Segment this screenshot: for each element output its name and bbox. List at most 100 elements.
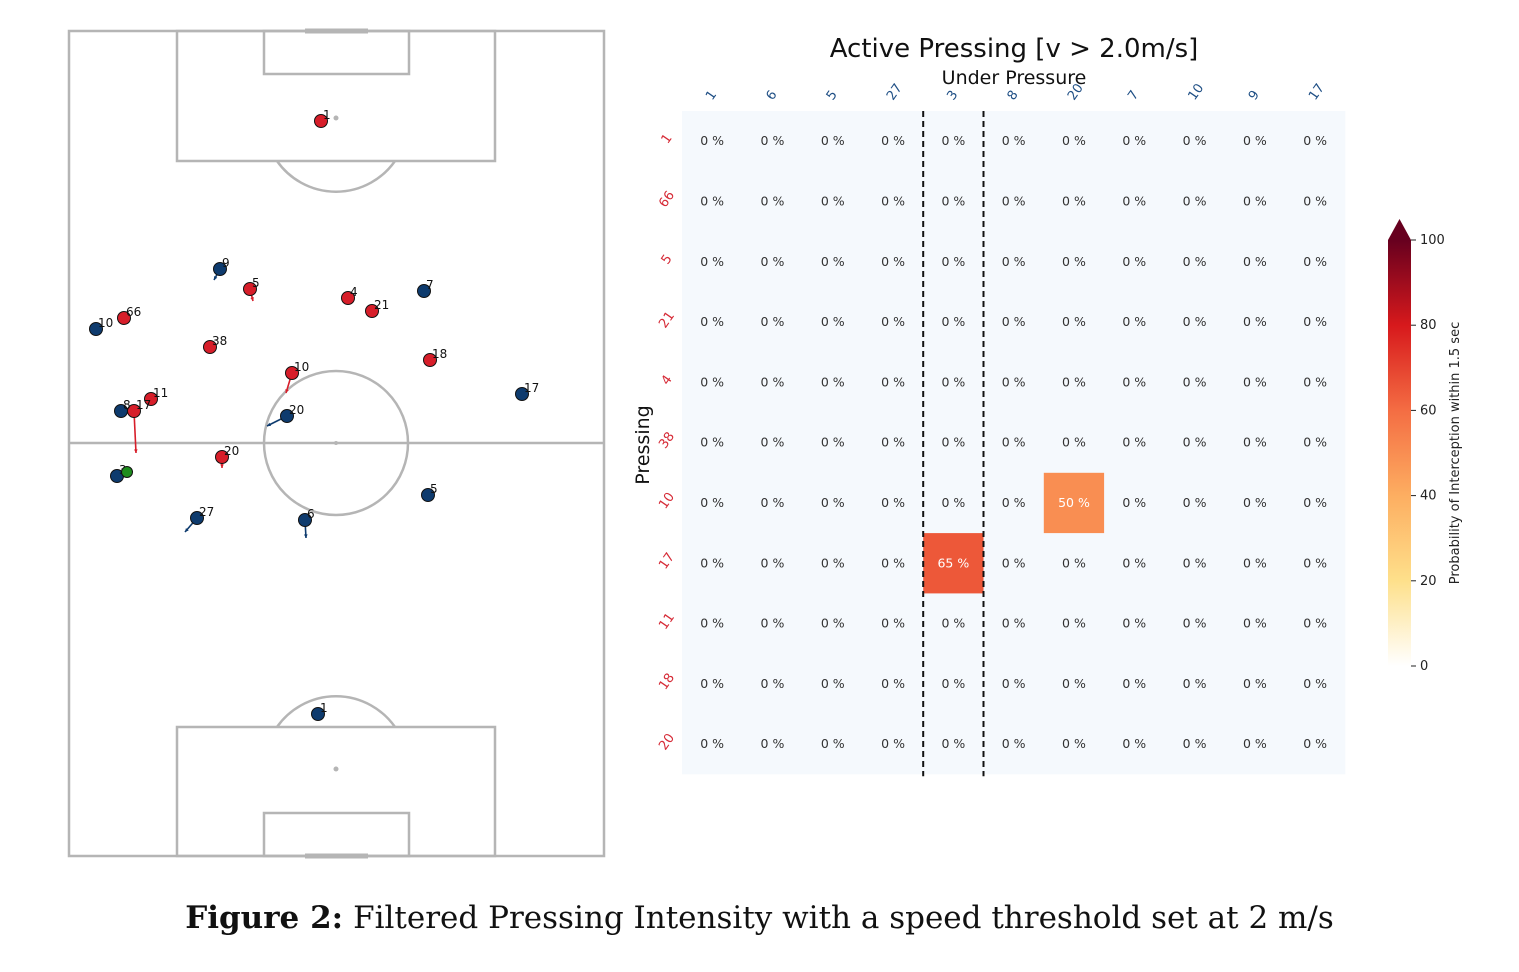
centre-spot (334, 441, 338, 445)
pressing-heatmap: Active Pressing [v > 2.0m/s] Under Press… (632, 34, 1463, 777)
cell-value-label: 0 % (941, 193, 965, 208)
player-number: 21 (374, 298, 389, 312)
x-tick-label: 10 (1186, 81, 1208, 103)
cell-value-label: 0 % (881, 374, 905, 389)
player-home-17: 17 (127, 398, 151, 454)
cell-value-label: 0 % (1062, 736, 1086, 751)
cell-value-label: 0 % (700, 374, 724, 389)
player-number: 7 (426, 278, 434, 292)
cell-value-label: 0 % (1243, 254, 1267, 269)
velocity-arrowhead (220, 464, 224, 468)
player-away-1: 1 (311, 701, 328, 721)
cell-value-label: 0 % (1303, 616, 1327, 631)
cell-value-label: 0 % (1122, 254, 1146, 269)
cell-value-label: 0 % (1122, 495, 1146, 510)
cell-value-label: 0 % (1002, 676, 1026, 691)
player-away-20: 20 (266, 403, 304, 427)
cell-value-label: 0 % (881, 314, 905, 329)
x-tick-label: 1 (703, 88, 720, 103)
cell-value-label: 0 % (941, 616, 965, 631)
player-marker (515, 387, 529, 401)
colorbar-tick-label: 20 (1420, 574, 1437, 589)
cell-value-label: 0 % (700, 435, 724, 450)
cell-value-label: 0 % (821, 555, 845, 570)
player-number: 17 (524, 381, 539, 395)
figure-caption-label: Figure 2: (185, 900, 344, 936)
cell-value-label: 0 % (821, 616, 845, 631)
cell-value-label: 0 % (881, 435, 905, 450)
cell-value-label: 0 % (1002, 736, 1026, 751)
player-marker (365, 304, 379, 318)
cell-value-label: 0 % (1062, 676, 1086, 691)
player-number: 5 (430, 482, 438, 496)
cell-value-label: 0 % (881, 254, 905, 269)
player-marker (144, 392, 158, 406)
player-marker (311, 707, 325, 721)
y-tick-label: 11 (656, 610, 678, 632)
player-marker (298, 513, 312, 527)
cell-value-label: 0 % (700, 254, 724, 269)
player-home-38: 38 (203, 334, 227, 354)
football-pitch: 1542166381810111720971017820352761 (67, 28, 606, 859)
player-marker (417, 284, 431, 298)
colorbar-gradient (1388, 240, 1411, 666)
y-tick-label: 20 (656, 731, 678, 753)
player-marker (243, 282, 257, 296)
player-number: 10 (98, 316, 113, 330)
cell-value-label: 0 % (881, 736, 905, 751)
player-number: 38 (212, 334, 227, 348)
player-home-20: 20 (215, 444, 239, 468)
colorbar-tick-label: 0 (1420, 659, 1428, 674)
cell-value-label: 0 % (1243, 736, 1267, 751)
cell-value-label: 0 % (1062, 374, 1086, 389)
cell-value-label: 0 % (1303, 736, 1327, 751)
y-tick-label: 10 (656, 490, 678, 512)
cell-value-label: 0 % (761, 435, 785, 450)
cell-value-label: 0 % (1183, 374, 1207, 389)
cell-value-label: 0 % (1122, 676, 1146, 691)
cell-value-label: 0 % (1303, 254, 1327, 269)
cell-value-label: 0 % (1002, 193, 1026, 208)
cell-value-label: 0 % (1243, 676, 1267, 691)
x-tick-label: 5 (824, 88, 841, 103)
cell-value-label: 0 % (941, 736, 965, 751)
player-marker (114, 404, 128, 418)
cell-value-label: 0 % (1062, 435, 1086, 450)
cell-value-label: 0 % (1243, 133, 1267, 148)
cell-value-label: 0 % (1183, 676, 1207, 691)
x-tick-label: 27 (884, 81, 906, 103)
cell-value-label: 0 % (1243, 616, 1267, 631)
player-marker (314, 114, 328, 128)
figure-caption-text: Filtered Pressing Intensity with a speed… (353, 900, 1334, 936)
cell-value-label: 0 % (821, 254, 845, 269)
player-number: 4 (350, 285, 358, 299)
heatmap-background (682, 111, 1346, 775)
cell-value-label: 0 % (881, 133, 905, 148)
figure-caption: Figure 2: Filtered Pressing Intensity wit… (0, 900, 1519, 936)
x-tick-label: 3 (944, 88, 961, 103)
cell-value-label: 0 % (1303, 435, 1327, 450)
cell-value-label: 0 % (1243, 555, 1267, 570)
cell-value-label: 0 % (1303, 676, 1327, 691)
player-number: 10 (294, 360, 309, 374)
cell-value-label: 0 % (881, 616, 905, 631)
player-number: 5 (252, 276, 260, 290)
cell-value-label: 0 % (761, 133, 785, 148)
cell-value-label: 0 % (1243, 314, 1267, 329)
cell-value-label: 0 % (821, 495, 845, 510)
cell-value-label: 0 % (1183, 495, 1207, 510)
player-number: 8 (123, 398, 131, 412)
cell-value-label: 0 % (1062, 193, 1086, 208)
colorbar: 0 20 40 60 80 100 Probability of Interception… (1388, 219, 1463, 674)
velocity-arrowhead (267, 422, 271, 427)
player-home-18: 18 (423, 347, 447, 367)
x-tick-label: 6 (763, 88, 780, 103)
heatmap-cell (1043, 472, 1105, 534)
player-number: 17 (136, 398, 151, 412)
player-number: 20 (289, 403, 304, 417)
y-tick-label: 21 (656, 309, 678, 331)
cell-value-label: 0 % (700, 495, 724, 510)
heatmap-body: 0 % 0 % 0 % 0 % 0 % 0 % 0 % 0 % 0 % 0 % 0 % 0 % 0 % 0… (656, 81, 1346, 777)
y-tick-label: 4 (659, 373, 676, 388)
cell-value-label: 0 % (1183, 133, 1207, 148)
